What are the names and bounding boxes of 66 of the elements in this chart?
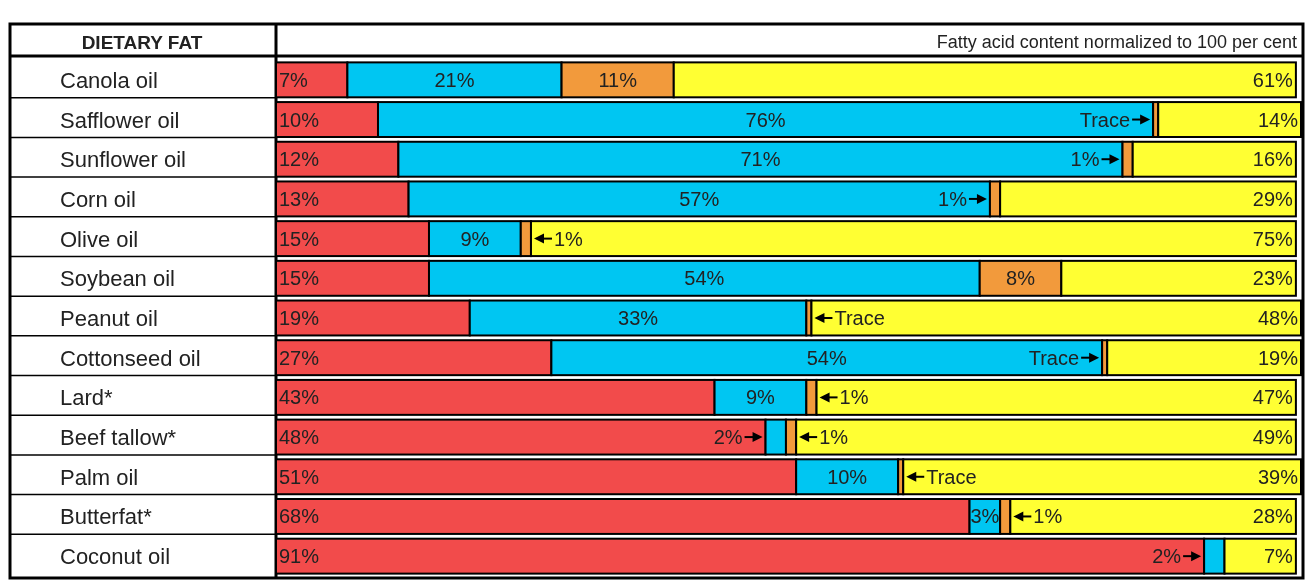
data-label: 9% xyxy=(746,386,776,409)
y-tick-label: Butterfat* xyxy=(60,504,153,530)
data-label: 7% xyxy=(279,68,309,91)
data-label: 2% xyxy=(1152,545,1182,568)
data-label: 10% xyxy=(279,108,320,131)
data-label: 1% xyxy=(819,426,849,449)
data-label: Trace xyxy=(834,307,885,329)
data-label: 48% xyxy=(1257,307,1299,329)
data-label: 1% xyxy=(1070,148,1100,171)
y-tick-label: Canola oil xyxy=(60,67,158,93)
data-label: Trace xyxy=(926,465,977,488)
data-label: 47% xyxy=(1252,386,1294,409)
data-label: 54% xyxy=(684,267,725,290)
data-label: 1% xyxy=(938,187,968,210)
data-label: 54% xyxy=(806,346,847,369)
y-tick-label: Soybean oil xyxy=(60,266,175,292)
y-tick-label: Cottonseed oil xyxy=(60,345,201,371)
y-tick-label: Corn oil xyxy=(60,186,136,212)
y-axis-title: DIETARY FAT xyxy=(81,32,203,53)
data-label: 12% xyxy=(279,148,320,171)
data-label: 19% xyxy=(1257,346,1299,369)
data-label: 1% xyxy=(553,227,584,250)
data-label: 75% xyxy=(1252,227,1294,250)
data-label: 15% xyxy=(279,227,320,250)
data-label: 27% xyxy=(279,346,320,369)
data-label: 49% xyxy=(1252,426,1294,449)
data-label: 7% xyxy=(1263,545,1294,568)
data-label: 68% xyxy=(279,505,320,528)
y-tick-label: Peanut oil xyxy=(60,306,158,331)
data-label: 28% xyxy=(1252,505,1294,528)
data-label: 8% xyxy=(1006,267,1036,290)
data-label: 1% xyxy=(839,386,869,409)
data-label: 91% xyxy=(279,545,320,568)
data-label: 11% xyxy=(598,68,638,91)
data-label: 48% xyxy=(279,426,320,449)
data-label: 76% xyxy=(745,108,786,131)
y-tick-label: Coconut oil xyxy=(60,544,171,570)
data-label: Trace xyxy=(1028,346,1080,369)
data-label: 3% xyxy=(970,505,1000,528)
y-tick-label: Safflower oil xyxy=(60,107,180,133)
data-label: 1% xyxy=(1033,505,1063,528)
data-label: Trace xyxy=(1079,108,1131,131)
data-label: 19% xyxy=(279,307,320,329)
y-tick-label: Beef tallow* xyxy=(60,425,177,451)
data-label: 13% xyxy=(279,187,320,210)
data-label: 14% xyxy=(1257,108,1299,131)
data-label: 57% xyxy=(679,187,720,210)
y-tick-label: Palm oil xyxy=(60,464,139,490)
data-label: 51% xyxy=(279,465,320,488)
y-tick-label: Lard* xyxy=(60,385,114,411)
data-label: 29% xyxy=(1252,187,1294,210)
data-label: 71% xyxy=(740,148,781,171)
data-label: 2% xyxy=(713,426,743,449)
data-label: 21% xyxy=(434,68,475,91)
x-axis-title: Fatty acid content normalized to 100 per cent xyxy=(936,32,1297,52)
data-label: 61% xyxy=(1252,68,1294,91)
data-label: 39% xyxy=(1257,465,1299,488)
data-label: 9% xyxy=(460,227,490,250)
data-label: 33% xyxy=(618,307,659,329)
data-label: 43% xyxy=(279,386,320,409)
data-label: 10% xyxy=(827,465,868,488)
data-label: 15% xyxy=(279,267,320,290)
y-tick-label: Sunflower oil xyxy=(60,147,186,173)
data-label: 16% xyxy=(1252,148,1294,171)
data-label: 23% xyxy=(1252,267,1294,290)
y-tick-label: Olive oil xyxy=(60,226,139,252)
